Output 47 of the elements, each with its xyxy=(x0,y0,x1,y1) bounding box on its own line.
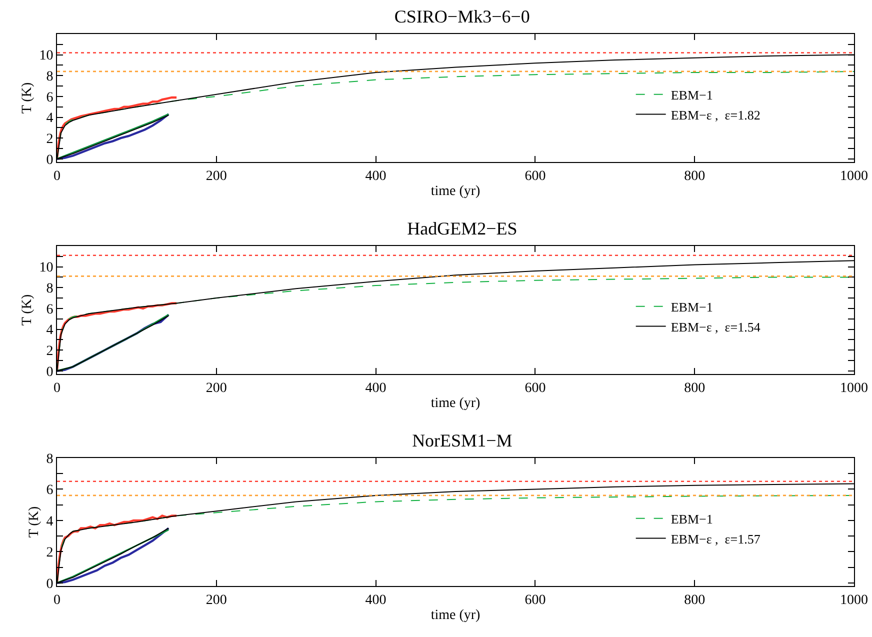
y-tick-label: 6 xyxy=(46,483,54,498)
x-tick-label: 800 xyxy=(684,168,706,184)
legend-label: EBM−1 xyxy=(670,511,713,526)
y-tick-label: 4 xyxy=(46,111,54,126)
x-tick-label: 1000 xyxy=(840,592,868,608)
x-tick-label: 400 xyxy=(365,168,386,184)
legend-label: EBM−ε , ε=1.57 xyxy=(670,531,761,546)
chart-title: HadGEM2−ES xyxy=(407,218,518,239)
legend-label: EBM−ε , ε=1.82 xyxy=(670,107,760,122)
y-tick-label: 6 xyxy=(46,302,54,318)
x-axis-title: time (yr) xyxy=(430,184,481,200)
legend-label: EBM−ε , ε=1.54 xyxy=(670,319,761,334)
y-tick-label: 0 xyxy=(46,364,54,380)
y-tick-label: 2 xyxy=(46,546,54,561)
y-tick-label: 8 xyxy=(46,70,54,85)
chart-title: NorESM1−M xyxy=(412,430,512,451)
y-axis-title: T (K) xyxy=(20,294,35,326)
y-tick-label: 8 xyxy=(46,282,54,297)
x-tick-label: 200 xyxy=(206,168,227,184)
y-tick-label: 0 xyxy=(46,576,54,592)
legend-label: EBM−1 xyxy=(670,87,713,102)
y-tick-label: 10 xyxy=(39,260,54,276)
chart-title: CSIRO−Mk3−6−0 xyxy=(394,6,530,27)
y-tick-label: 0 xyxy=(46,152,54,168)
x-tick-label: 600 xyxy=(524,168,546,184)
x-axis-title: time (yr) xyxy=(430,608,481,624)
x-tick-label: 600 xyxy=(524,592,546,608)
y-axis-title: T (K) xyxy=(26,506,42,538)
x-axis-title: time (yr) xyxy=(430,396,481,412)
x-tick-label: 800 xyxy=(684,592,706,608)
y-tick-label: 2 xyxy=(46,344,54,359)
x-tick-label: 400 xyxy=(365,592,386,608)
y-axis-title: T (K) xyxy=(20,82,35,114)
x-tick-label: 400 xyxy=(365,380,386,396)
x-tick-label: 200 xyxy=(206,592,227,608)
y-tick-label: 4 xyxy=(46,514,54,530)
y-tick-label: 8 xyxy=(46,452,54,467)
x-tick-label: 1000 xyxy=(840,168,868,184)
legend-label: EBM−1 xyxy=(670,299,713,314)
y-tick-label: 6 xyxy=(46,90,54,106)
y-tick-label: 2 xyxy=(46,132,54,147)
x-tick-label: 1000 xyxy=(840,380,868,396)
x-tick-label: 200 xyxy=(206,380,227,396)
y-tick-label: 10 xyxy=(39,48,54,64)
y-tick-label: 4 xyxy=(46,323,54,338)
x-tick-label: 600 xyxy=(524,380,546,396)
x-tick-label: 800 xyxy=(684,380,706,396)
